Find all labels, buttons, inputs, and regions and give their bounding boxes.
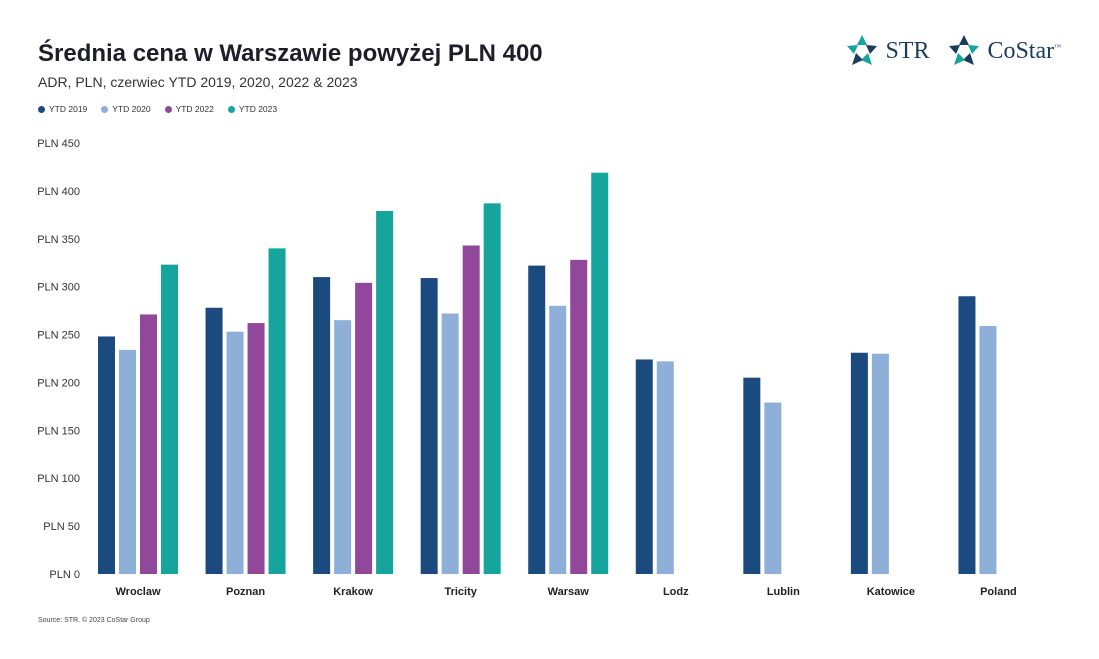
bar-poznan-ytd-2020 (226, 331, 244, 574)
bar-krakow-ytd-2023 (376, 211, 394, 574)
y-tick-label: PLN 450 (37, 138, 80, 150)
legend-swatch-ytd2022 (164, 105, 172, 113)
bar-warsaw-ytd-2020 (549, 305, 567, 574)
bar-poznan-ytd-2022 (247, 323, 265, 574)
bar-tricity-ytd-2023 (483, 203, 501, 574)
x-tick-label: Katowice (867, 586, 915, 598)
bar-wroclaw-ytd-2023 (161, 264, 178, 574)
bar-lodz-ytd-2019 (635, 359, 653, 574)
x-tick-label: Poland (980, 586, 1017, 598)
bar-tricity-ytd-2022 (462, 245, 480, 574)
legend-item-ytd2020: YTD 2020 (101, 104, 151, 114)
bar-krakow-ytd-2020 (334, 320, 352, 574)
x-tick-label: Lodz (663, 586, 689, 598)
x-tick-label: Poznan (226, 586, 265, 598)
bar-wroclaw-ytd-2022 (140, 314, 157, 574)
bar-wroclaw-ytd-2020 (119, 349, 136, 574)
y-tick-label: PLN 300 (37, 282, 80, 294)
y-tick-label: PLN 400 (37, 186, 80, 198)
bar-lublin-ytd-2019 (743, 377, 761, 574)
legend-swatch-ytd2020 (101, 105, 109, 113)
costar-star-icon (949, 35, 980, 65)
bar-katowice-ytd-2019 (850, 352, 868, 574)
bar-wroclaw-ytd-2019 (98, 336, 115, 574)
y-tick-label: PLN 0 (49, 569, 80, 581)
bar-warsaw-ytd-2023 (591, 172, 609, 575)
bar-lublin-ytd-2020 (764, 402, 782, 574)
str-logo: STR (845, 34, 929, 68)
legend-label-ytd2023: YTD 2023 (238, 104, 278, 114)
x-tick-label: Tricity (444, 586, 477, 598)
x-tick-label: Lublin (767, 586, 800, 598)
costar-logo: CoStar™ (947, 34, 1061, 68)
legend-item-ytd2019: YTD 2019 (38, 104, 87, 114)
legend-label-ytd2019: YTD 2019 (49, 104, 88, 114)
x-tick-label: Warsaw (548, 586, 590, 598)
bar-poland-ytd-2019 (958, 296, 976, 574)
str-logo-text: STR (885, 37, 930, 64)
bar-warsaw-ytd-2022 (570, 259, 588, 574)
legend-label-ytd2022: YTD 2022 (175, 104, 214, 114)
y-tick-label: PLN 250 (37, 330, 80, 342)
bar-katowice-ytd-2020 (871, 353, 889, 574)
y-tick-label: PLN 100 (37, 473, 80, 485)
legend-swatch-ytd2023 (227, 105, 235, 113)
x-tick-label: Krakow (333, 586, 373, 598)
costar-logo-text: CoStar™ (987, 37, 1061, 64)
bar-krakow-ytd-2022 (355, 282, 373, 574)
legend-label-ytd2020: YTD 2020 (112, 104, 151, 114)
x-tick-label: Wroclaw (115, 586, 160, 598)
chart-title: Średnia cena w Warszawie powyżej PLN 400 (38, 40, 543, 67)
y-tick-label: PLN 200 (37, 377, 80, 389)
bar-lodz-ytd-2020 (656, 361, 674, 574)
bar-poland-ytd-2020 (979, 325, 997, 574)
bar-warsaw-ytd-2019 (528, 265, 546, 574)
bar-poznan-ytd-2023 (268, 248, 286, 574)
chart-subtitle: ADR, PLN, czerwiec YTD 2019, 2020, 2022 … (38, 74, 358, 90)
y-tick-label: PLN 150 (37, 425, 80, 437)
y-tick-label: PLN 350 (37, 234, 80, 246)
legend-swatch-ytd2019 (38, 105, 45, 113)
legend: YTD 2019 YTD 2020 YTD 2022 YTD 2023 (38, 104, 277, 114)
legend-item-ytd2023: YTD 2023 (227, 104, 278, 114)
source-note: Source: STR. © 2023 CoStar Group (38, 617, 150, 624)
bar-poznan-ytd-2019 (205, 307, 223, 574)
logos: STR CoStar™ (845, 34, 1061, 68)
bar-tricity-ytd-2019 (420, 278, 438, 574)
legend-item-ytd2022: YTD 2022 (164, 104, 214, 114)
bar-tricity-ytd-2020 (441, 313, 459, 574)
y-tick-label: PLN 50 (43, 521, 80, 533)
bar-krakow-ytd-2019 (313, 277, 331, 574)
str-star-icon (847, 35, 878, 65)
